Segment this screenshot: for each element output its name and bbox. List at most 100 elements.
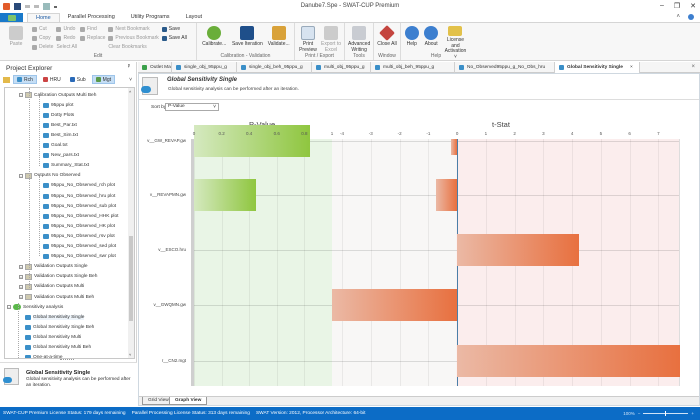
project-tree[interactable]: ˄ ˅ − Calibration Outputs Multi Beh 95ppu …	[4, 87, 135, 359]
collapse-icon[interactable]: −	[7, 305, 11, 310]
bar[interactable]	[332, 288, 458, 321]
tab-graph-view[interactable]: Graph View	[169, 397, 208, 405]
export-excel-button[interactable]: Export to Excel	[321, 24, 341, 60]
advanced-writing-button[interactable]: Advanced Writing	[348, 24, 370, 60]
doc-tab[interactable]: multi_obj_beh_95ppu_g	[371, 62, 455, 73]
tab-home[interactable]: Home	[27, 13, 60, 22]
close-all-button[interactable]: Close All	[377, 24, 397, 60]
close-button[interactable]: ✕	[690, 3, 696, 10]
expand-icon[interactable]: +	[19, 274, 23, 279]
filter-sub-button[interactable]: Sub	[67, 75, 89, 84]
open-folder-icon[interactable]	[3, 76, 10, 83]
zoom-slider[interactable]	[643, 411, 689, 416]
tree-folder-item[interactable]: + Validation Outputs Single	[19, 262, 88, 272]
undo-button[interactable]: Undo	[56, 25, 77, 33]
filter-mgt-button[interactable]: Mgt	[91, 75, 115, 84]
save-iteration-button[interactable]: Save Iteration	[231, 24, 263, 60]
next-bookmark-button[interactable]: Next Bookmark	[108, 25, 158, 33]
file-tab[interactable]	[0, 13, 23, 22]
tree-file-item[interactable]: One-at-a-time	[25, 353, 63, 358]
doc-tab[interactable]: single_obj_95ppu_g	[172, 62, 237, 73]
about-button[interactable]: About	[422, 24, 439, 60]
minimize-button[interactable]: –	[659, 2, 664, 9]
tree-file-item[interactable]: 95ppu_No_Observed_sed plot	[43, 242, 116, 252]
bar[interactable]	[451, 139, 458, 155]
filter-rch-button[interactable]: Rch	[13, 75, 37, 84]
redo-button[interactable]: Redo	[56, 34, 77, 42]
sort-by-select[interactable]: P-Value ˅	[165, 103, 219, 111]
tree-file-item[interactable]: 95ppu_No_Observed_sub plot	[43, 201, 116, 211]
save-icon[interactable]	[14, 3, 21, 10]
tree-folder-item[interactable]: + Validation Outputs Multi	[19, 282, 84, 292]
paste-button[interactable]: Paste	[3, 24, 29, 60]
tree-folder-item[interactable]: − Calibration Outputs Multi Beh	[19, 90, 96, 100]
close-document-icon[interactable]: ×	[691, 64, 695, 70]
tab-parallel-processing[interactable]: Parallel Processing	[67, 14, 115, 20]
validate-button[interactable]: Validate...	[266, 24, 291, 60]
doc-tab[interactable]: Outlet Map	[138, 62, 172, 73]
cut-button[interactable]: Cut	[32, 25, 53, 33]
tree-file-item[interactable]: Goal.txt	[43, 141, 68, 151]
expand-icon[interactable]: +	[19, 284, 23, 289]
close-tab-icon[interactable]: ×	[629, 65, 633, 70]
save-all-button[interactable]: Save All	[161, 34, 187, 42]
tree-file-item[interactable]: Global Sensitivity Multi Beh	[25, 343, 91, 353]
tree-file-item[interactable]: Dotty Plots	[43, 110, 74, 120]
collapse-icon[interactable]: −	[19, 93, 23, 97]
tab-utility-programs[interactable]: Utility Programs	[130, 14, 170, 20]
tab-layout[interactable]: Layout	[185, 14, 203, 20]
bar[interactable]	[457, 233, 580, 266]
collapse-icon[interactable]: −	[19, 173, 23, 178]
tree-file-item[interactable]: Global Sensitivity Single	[25, 312, 85, 322]
tree-folder-item[interactable]: − Sensitivity analysis	[7, 302, 63, 312]
license-activation-button[interactable]: License and Activation ˅	[443, 24, 468, 60]
customize-qat-icon[interactable]	[54, 5, 57, 8]
print-preview-icon[interactable]	[43, 3, 50, 10]
help-round-icon[interactable]	[688, 14, 694, 20]
splitter[interactable]	[60, 359, 74, 361]
tree-folder-item[interactable]: + Validation Outputs Single Beh	[19, 272, 97, 282]
redo-icon[interactable]	[34, 5, 39, 8]
save-button[interactable]: Save	[161, 25, 187, 33]
chevron-down-icon[interactable]: ˅	[129, 76, 132, 83]
scroll-up-arrow[interactable]: ˄	[129, 89, 132, 94]
doc-tab[interactable]: single_obj_beh_95ppu_g	[237, 62, 312, 73]
replace-button[interactable]: Replace	[80, 34, 105, 42]
zoom-out-button[interactable]: −	[637, 411, 641, 416]
tree-folder-item[interactable]: − Outputs No Observed	[19, 171, 80, 181]
maximize-button[interactable]: ❐	[673, 3, 681, 10]
undo-icon[interactable]	[25, 5, 30, 8]
bar[interactable]	[194, 178, 257, 211]
collapse-ribbon-icon[interactable]: ˄	[676, 14, 680, 20]
tree-folder-item[interactable]: + Validation Outputs Multi Beh	[19, 292, 94, 302]
scrollbar-thumb[interactable]	[129, 236, 133, 321]
select-all-button[interactable]: Select All	[56, 44, 78, 50]
clear-bookmarks-button[interactable]: Clear Bookmarks	[108, 44, 147, 50]
doc-tab[interactable]: Global Sensitivity Single ×	[555, 62, 640, 73]
print-preview-button[interactable]: Print Preview	[298, 24, 318, 60]
tree-file-item[interactable]: New_pars.txt	[43, 151, 79, 161]
tree-file-item[interactable]: 95ppu_No_Observed_swr plot	[43, 252, 116, 262]
tree-file-item[interactable]: 95ppu_No_Observed_rsv plot	[43, 231, 115, 241]
tree-file-item[interactable]: Global Sensitivity Single Beh	[25, 322, 94, 332]
tree-file-item[interactable]: 95ppu plot	[43, 100, 73, 110]
tree-file-item[interactable]: 95ppu_No_Observed_rch plot	[43, 181, 115, 191]
previous-bookmark-button[interactable]: Previous Bookmark	[108, 34, 159, 42]
copy-button[interactable]: Copy	[32, 34, 53, 42]
filter-hru-button[interactable]: HRU	[40, 75, 64, 84]
zoom-in-button[interactable]: +	[691, 411, 694, 416]
tree-file-item[interactable]: Best_Sim.txt	[43, 130, 78, 140]
bar[interactable]	[435, 178, 458, 211]
doc-tab[interactable]: No_Observed95ppu_g_No_Obs_hru	[455, 62, 555, 73]
doc-tab[interactable]: multi_obj_95ppu_g	[312, 62, 371, 73]
zoom-slider-knob[interactable]	[665, 411, 667, 416]
bar[interactable]	[457, 344, 680, 377]
find-button[interactable]: Find	[80, 25, 105, 33]
help-button[interactable]: Help	[404, 24, 419, 60]
scroll-down-arrow[interactable]: ˅	[129, 352, 132, 357]
expand-icon[interactable]: +	[19, 264, 23, 269]
tree-file-item[interactable]: 95ppu_No_Observed_hru plot	[43, 191, 115, 201]
pin-icon[interactable]: ᵖ	[127, 64, 130, 70]
bar[interactable]	[194, 124, 310, 157]
tree-scrollbar[interactable]: ˄ ˅	[128, 88, 134, 358]
